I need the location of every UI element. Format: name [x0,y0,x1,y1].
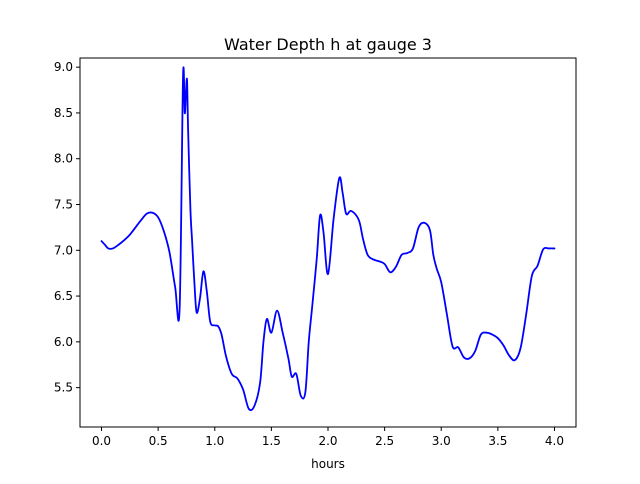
x-tick-label: 3.5 [488,434,507,448]
y-tick-label: 5.5 [54,381,73,395]
y-tick-label: 8.0 [54,152,73,166]
x-axis: 0.0 0.5 1.0 1.5 2.0 2.5 3.0 3.5 4.0 [92,427,564,448]
x-tick-label: 1.0 [205,434,224,448]
y-tick-label: 9.0 [54,60,73,74]
plot-area [80,58,576,427]
y-tick-label: 7.5 [54,198,73,212]
x-axis-label: hours [311,457,345,471]
plot-frame [79,57,577,428]
x-tick-label: 2.5 [375,434,394,448]
x-tick-label: 3.0 [432,434,451,448]
x-tick-label: 1.5 [262,434,281,448]
x-tick-label: 2.0 [318,434,337,448]
x-tick-label: 4.0 [545,434,564,448]
y-tick-label: 7.0 [54,243,73,257]
x-tick-label: 0.5 [149,434,168,448]
y-tick-label: 6.5 [54,289,73,303]
series-layer [100,66,556,412]
y-tick-label: 6.0 [54,335,73,349]
x-tick-label: 0.0 [92,434,111,448]
y-tick-label: 8.5 [54,106,73,120]
chart-title: Water Depth h at gauge 3 [224,35,432,54]
y-axis: 5.5 6.0 6.5 7.0 7.5 8.0 8.5 9.0 [54,60,80,395]
series-line [100,66,556,412]
